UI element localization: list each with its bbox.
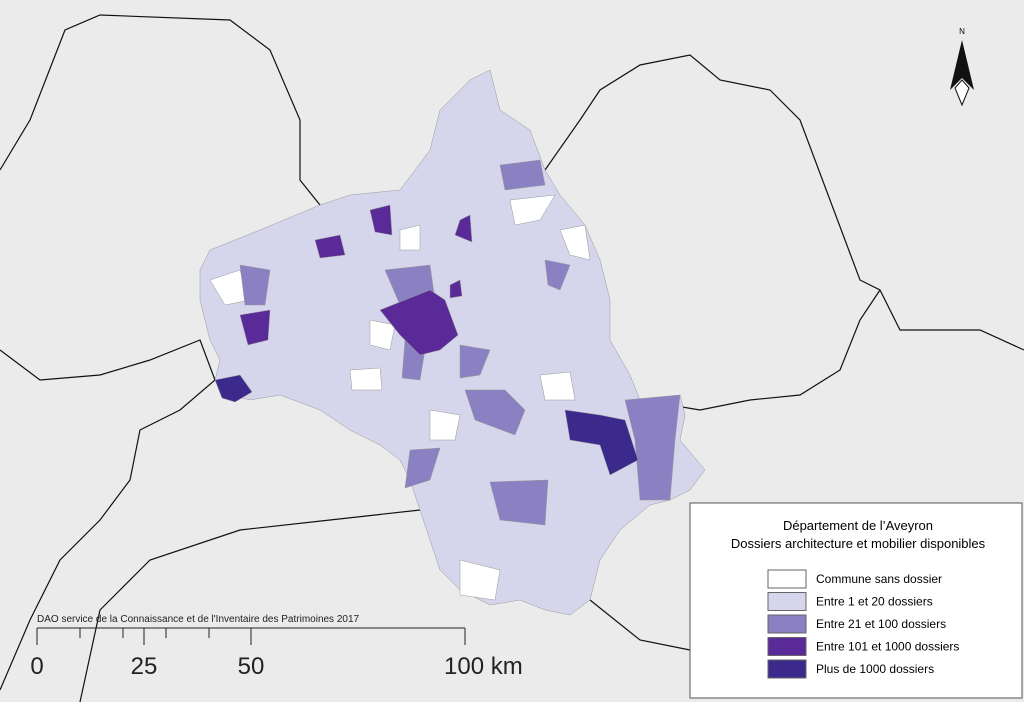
- commune-area: [564, 409, 639, 476]
- commune-area: [464, 389, 526, 436]
- scale-label: 0: [30, 653, 43, 680]
- scale-label: 100 km: [444, 653, 523, 680]
- commune-area: [544, 259, 571, 291]
- commune-area: [369, 319, 396, 351]
- scale-bar: [36, 627, 466, 645]
- legend-swatch: [767, 637, 807, 656]
- commune-area: [454, 214, 473, 243]
- commune-area: [509, 194, 556, 226]
- aveyron: [199, 69, 706, 616]
- legend-swatch: [767, 614, 807, 634]
- commune-area: [404, 447, 441, 489]
- scale-label: 50: [238, 653, 265, 680]
- commune-area: [239, 264, 271, 306]
- commune-area: [214, 374, 253, 403]
- commune-area: [539, 371, 576, 401]
- commune-area: [429, 409, 461, 441]
- legend: Département de l’Aveyron Dossiers archit…: [689, 502, 1023, 699]
- legend-swatch: [767, 659, 807, 679]
- commune-area: [199, 69, 706, 616]
- commune-area: [559, 224, 591, 261]
- commune-area: [314, 234, 346, 259]
- legend-title: Dossiers architecture et mobilier dispon…: [731, 536, 986, 551]
- commune-area: [489, 479, 549, 526]
- legend-title: Département de l’Aveyron: [783, 518, 933, 533]
- neighbor-borders: [0, 14, 1024, 702]
- legend-label: Entre 101 et 1000 dossiers: [816, 640, 959, 654]
- commune-area: [379, 289, 459, 356]
- commune-area: [459, 344, 491, 379]
- commune-area: [459, 559, 501, 601]
- commune-area: [239, 309, 271, 346]
- credit: DAO service de la Connaissance et de l'I…: [37, 614, 360, 625]
- legend-swatch: [767, 592, 807, 611]
- legend-label: Entre 1 et 20 dossiers: [816, 595, 933, 609]
- commune-area: [499, 159, 546, 191]
- legend-label: Entre 21 et 100 dossiers: [816, 617, 946, 631]
- legend-swatch: [767, 569, 807, 589]
- north-arrow: N: [950, 27, 974, 107]
- scale-label: 25: [131, 653, 158, 680]
- north-label: N: [959, 27, 965, 36]
- commune-area: [369, 204, 393, 236]
- commune-area: [349, 367, 383, 391]
- commune-area: [624, 394, 681, 501]
- commune-area: [449, 279, 463, 299]
- legend-label: Commune sans dossier: [816, 572, 942, 586]
- legend-label: Plus de 1000 dossiers: [816, 662, 934, 676]
- commune-area: [399, 224, 421, 251]
